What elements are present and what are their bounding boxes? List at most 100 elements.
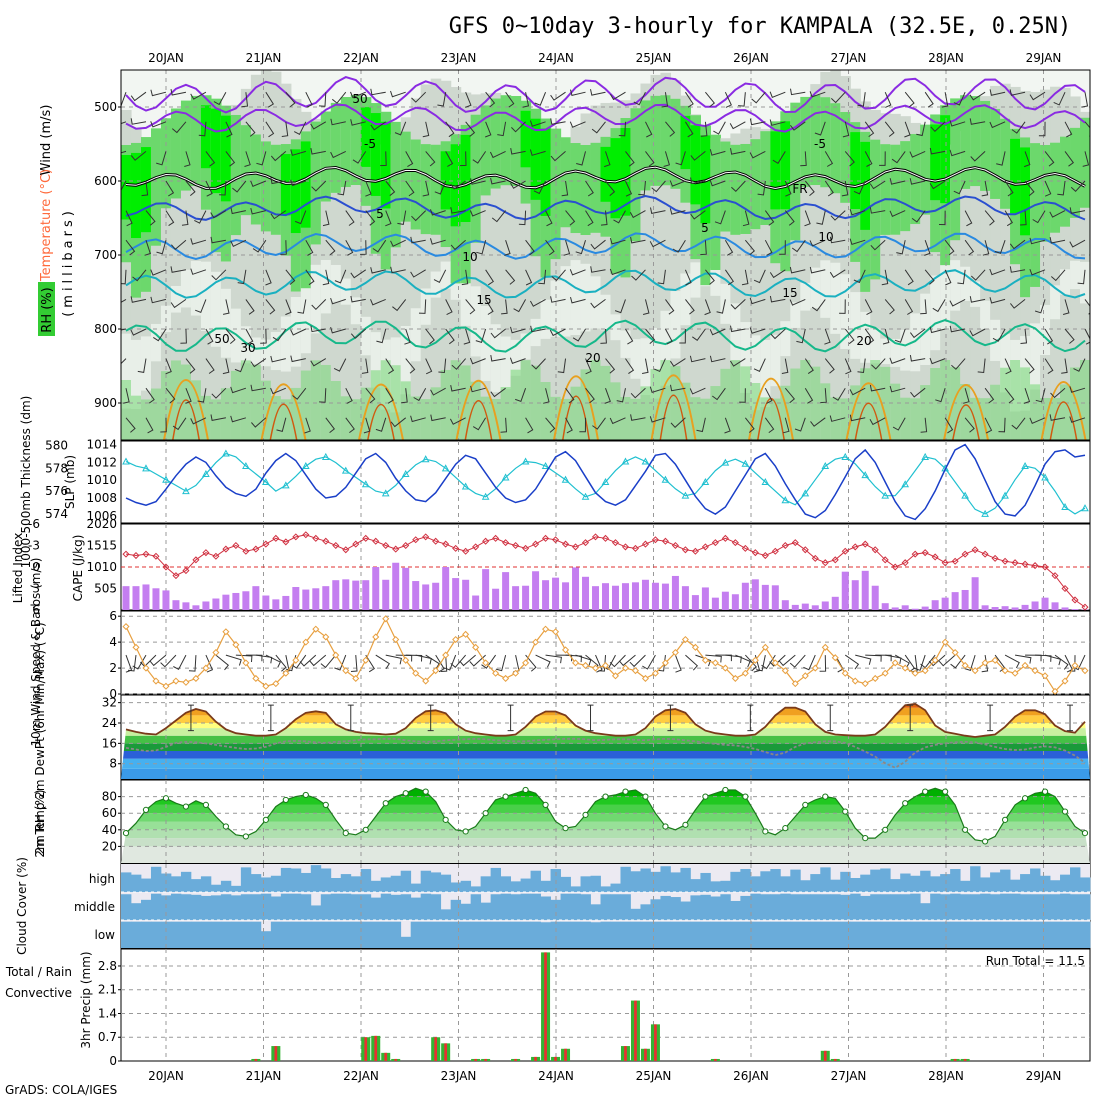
rh-point xyxy=(422,788,429,795)
lifted-index-point xyxy=(781,541,789,550)
bottom-date-tick: 20JAN xyxy=(148,1069,184,1083)
precip-convective-bar xyxy=(254,1058,258,1061)
cloud-bar xyxy=(430,894,442,920)
cloud-bar xyxy=(300,894,312,920)
lifted-index-point xyxy=(641,540,649,548)
rh-band xyxy=(200,105,212,169)
y-tick-label: 24 xyxy=(102,716,117,730)
temperature-minmax-bar xyxy=(1067,704,1074,732)
upper-wind-barb xyxy=(145,387,155,404)
rh-band xyxy=(780,121,791,210)
upper-wind-barb xyxy=(881,269,889,286)
upper-wind-barb xyxy=(245,121,256,137)
lifted-index-point xyxy=(172,572,180,580)
cloud-bar xyxy=(520,878,531,892)
lifted-index-point xyxy=(691,547,699,555)
contour-label: -5 xyxy=(814,137,826,151)
cape-bar xyxy=(152,588,160,610)
upper-wind-barb xyxy=(250,180,267,187)
wind-speed-point xyxy=(591,664,600,672)
cloud-bar xyxy=(290,921,302,948)
thickness-tick-label: 576 xyxy=(45,484,68,498)
upper-wind-barb xyxy=(1004,210,1013,227)
rh-band xyxy=(290,296,302,367)
cloud-bar xyxy=(150,893,162,920)
upper-wind-barb xyxy=(144,240,151,256)
upper-wind-barb xyxy=(1050,269,1066,282)
surface-wind-barb xyxy=(911,655,918,673)
lifted-index-point xyxy=(542,534,550,542)
temperature-band xyxy=(121,768,1090,779)
wind-speed-point xyxy=(322,633,330,641)
rh-band xyxy=(500,386,512,440)
y-tick-label: 4 xyxy=(109,635,117,649)
wind-speed-point xyxy=(1001,667,1009,675)
upper-wind-barb xyxy=(490,177,506,185)
rh-band xyxy=(440,80,452,440)
cloud-bar xyxy=(930,921,941,948)
rh-band xyxy=(840,112,851,203)
upper-wind-barb xyxy=(281,121,289,137)
rh-band xyxy=(920,124,931,215)
upper-wind-barb xyxy=(434,180,447,195)
surface-wind-barb xyxy=(160,654,177,668)
surface-wind-barb xyxy=(435,654,445,673)
cloud-bar xyxy=(870,894,881,920)
rh-band xyxy=(1050,142,1061,233)
rh-point xyxy=(902,800,909,807)
upper-wind-barb xyxy=(849,238,866,246)
wind-speed-point xyxy=(1061,677,1069,685)
cape-bar xyxy=(951,592,959,610)
cape-bar xyxy=(801,603,809,610)
cape-bar xyxy=(582,576,590,610)
upper-wind-barb xyxy=(394,121,407,136)
warm-contour xyxy=(1040,381,1087,440)
rh-band xyxy=(850,385,861,440)
upper-wind-barb xyxy=(751,91,766,104)
cloud-bar xyxy=(850,921,861,948)
cloud-bar xyxy=(830,879,841,892)
upper-wind-barb xyxy=(829,269,846,278)
upper-wind-barb xyxy=(170,89,187,96)
lifted-index-point xyxy=(262,540,270,548)
cape-bar xyxy=(462,579,470,610)
rh-band xyxy=(310,121,322,245)
rh-band xyxy=(510,108,522,440)
thickness-point xyxy=(721,458,730,466)
cloud-bar xyxy=(780,921,791,948)
upper-wind-barb xyxy=(689,355,706,363)
precip-convective-bar xyxy=(963,1058,967,1061)
upper-wind-barb xyxy=(534,92,547,106)
precip-convective-bar xyxy=(644,1048,647,1061)
cape-bar xyxy=(482,569,490,610)
rh-band xyxy=(610,138,622,219)
wind-speed-point xyxy=(811,664,819,672)
lifted-index-point xyxy=(1081,603,1089,611)
rh-point xyxy=(442,816,449,823)
upper-wind-barb xyxy=(1061,358,1068,374)
cloud-bar xyxy=(1060,893,1071,920)
rh-band xyxy=(130,152,142,239)
lifted-index-point xyxy=(861,540,869,548)
upper-wind-barb xyxy=(949,149,966,157)
cloud-bar xyxy=(910,875,921,892)
cape-bar xyxy=(242,591,250,610)
lifted-index-point xyxy=(1031,562,1039,570)
upper-wind-barb xyxy=(969,296,986,303)
upper-wind-barb xyxy=(422,121,430,138)
cloud-bar xyxy=(121,921,132,948)
upper-wind-barb xyxy=(530,325,546,333)
lifted-index-point xyxy=(162,563,170,571)
thickness-point xyxy=(242,462,250,470)
upper-wind-barb xyxy=(675,151,686,166)
upper-wind-barb xyxy=(565,210,576,226)
lifted-index-point xyxy=(1041,563,1049,571)
cloud-bar xyxy=(440,909,452,920)
rh-band xyxy=(150,128,162,246)
lifted-index-point xyxy=(931,553,939,561)
upper-wind-barb xyxy=(1077,269,1086,285)
cloud-bar xyxy=(680,867,691,892)
upper-wind-barb xyxy=(145,417,154,434)
